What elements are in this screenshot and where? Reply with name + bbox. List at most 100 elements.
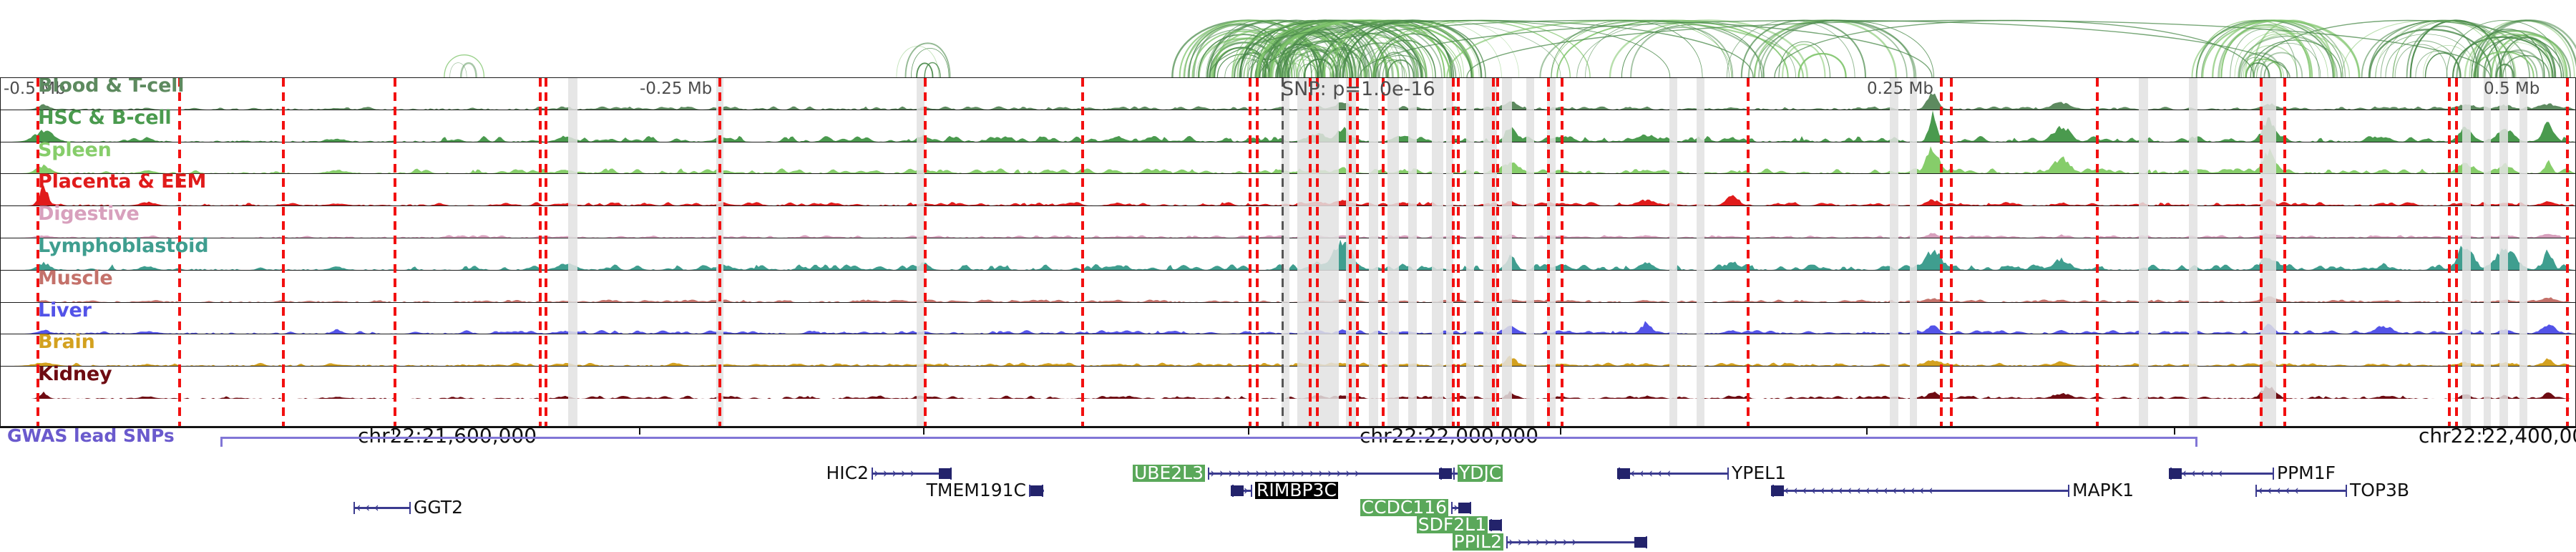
gene-tmem191c[interactable]: ››TMEM191C [0, 481, 2576, 500]
coordinate-label: chr22:21,600,000 [358, 424, 537, 447]
signal-histogram [1, 385, 2575, 399]
coordinate-axis: chr22:21,600,000 chr22:22,000,000 chr22:22… [0, 424, 2576, 451]
gene-body [2255, 490, 2346, 492]
track-row-hsc-b-cell[interactable]: HSC & B-cell [1, 106, 2575, 142]
gene-ypel1[interactable]: ‹‹‹‹‹‹ YPEL1 [0, 463, 2576, 483]
gene-exon [1231, 485, 1244, 496]
gene-rimbp3c[interactable]: ››RIMBP3C [0, 480, 2576, 500]
gene-ube2l3[interactable]: ››››››››››››››››› UBE2L3 [0, 463, 2576, 483]
axis-tick-label: 0.5 Mb [2484, 79, 2540, 98]
axis-tick-label: -0.5 Mb [4, 79, 66, 98]
gene-label: YDJC [1458, 463, 1503, 483]
track-label: Spleen [38, 138, 112, 161]
gene-mapk1[interactable]: ‹‹‹‹‹‹‹‹‹‹‹‹‹‹‹‹‹‹ MAPK1 [0, 480, 2576, 500]
track-row-placenta-eem[interactable]: Placenta & EEM [1, 170, 2575, 207]
signal-histogram [1, 321, 2575, 334]
track-label: Kidney [38, 363, 112, 386]
gene-label: CCDC116 [1360, 497, 1448, 518]
signal-tracks-panel[interactable]: Blood & T-cell HSC & B-cell Spleen Placenta… [0, 77, 2576, 427]
gene-body [1772, 490, 2068, 492]
gene-ydjc[interactable]: ››YDJC [0, 463, 2576, 483]
gene-end-cap [1506, 536, 1508, 548]
gene-exon [1030, 485, 1043, 496]
gene-ppm1f[interactable]: ‹‹‹‹‹‹ PPM1F [0, 463, 2576, 483]
gene-end-cap [409, 502, 411, 514]
gene-label: RIMBP3C [1255, 480, 1338, 500]
gene-strand-arrows: ‹‹‹ [356, 501, 383, 515]
gene-label: UBE2L3 [1133, 463, 1205, 483]
gene-label: YPEL1 [1732, 463, 1786, 483]
gene-body [872, 473, 950, 475]
track-label: Digestive [38, 203, 140, 226]
gene-strand-arrows: ›››››››› [1508, 536, 1581, 549]
track-row-brain[interactable]: Brain [1, 331, 2575, 367]
coordinate-label: chr22:22,400,000 [2419, 424, 2576, 447]
gene-exon [1489, 520, 1502, 531]
gene-exon [1439, 468, 1452, 479]
gene-strand-arrows: ››››› [874, 467, 919, 480]
gene-body [353, 507, 409, 509]
track-row-liver[interactable]: Liver [1, 299, 2575, 335]
gene-end-cap [2068, 485, 2069, 497]
axis-tick [923, 427, 924, 435]
signal-histogram [1, 233, 2575, 238]
track-label: Brain [38, 331, 95, 354]
gene-end-cap [1727, 468, 1729, 480]
axis-tick-label: 0.25 Mb [1867, 79, 1933, 98]
axis-tick [2174, 427, 2175, 435]
signal-histogram [1, 355, 2575, 367]
axis-tick [1560, 427, 1561, 435]
gene-exon [1771, 485, 1784, 496]
chromatin-loop-arcs [0, 0, 2576, 77]
signal-histogram [1, 92, 2575, 110]
signal-histogram [1, 110, 2575, 142]
gwas-span-end-right [2195, 437, 2197, 447]
axis-tick [393, 427, 394, 435]
axis-tick [2483, 427, 2484, 435]
axis-tick [639, 427, 640, 435]
track-row-digestive[interactable]: Digestive [1, 203, 2575, 238]
gene-label: HIC2 [826, 463, 869, 483]
gene-annotation-track[interactable]: ‹‹‹GGT2›››››HIC2››TMEM191C››››››››››››››… [0, 463, 2576, 551]
track-label: Liver [38, 299, 92, 321]
gene-end-cap [1208, 468, 1209, 480]
gene-exon [939, 468, 952, 479]
gene-body [1619, 473, 1727, 475]
track-row-muscle[interactable]: Muscle [1, 267, 2575, 303]
gene-label: PPM1F [2277, 463, 2336, 483]
track-row-spleen[interactable]: Spleen [1, 138, 2575, 175]
gene-body [1208, 473, 1487, 475]
signal-histogram [1, 296, 2575, 302]
gene-ggt2[interactable]: ‹‹‹ GGT2 [0, 498, 2576, 517]
gene-sdf2l1[interactable]: ››SDF2L1 [0, 515, 2576, 534]
gene-end-cap [353, 502, 355, 514]
gene-end-cap [872, 468, 873, 480]
gene-label: PPIL2 [1452, 531, 1503, 552]
gwas-lead-snps-track[interactable]: GWAS lead SNPs [0, 425, 2576, 463]
gene-top3b[interactable]: ‹‹‹‹‹ TOP3B [0, 480, 2576, 500]
gene-strand-arrows: ‹‹‹‹‹‹ [2172, 467, 2227, 480]
track-row-lymphoblastoid[interactable]: Lymphoblastoid [1, 234, 2575, 271]
track-label: HSC & B-cell [38, 106, 172, 129]
track-label: Blood & T-cell [38, 77, 185, 97]
signal-histogram [1, 239, 2575, 270]
gwas-span-line [220, 437, 2195, 439]
gene-strand-arrows: ››››››››››››››››› [1210, 467, 1364, 480]
gene-strand-arrows: ‹‹‹‹‹ [2258, 484, 2303, 498]
gene-end-cap [2346, 485, 2347, 497]
track-label: Placenta & EEM [38, 170, 207, 193]
track-label: Lymphoblastoid [38, 234, 209, 257]
gene-label: TOP3B [2350, 480, 2410, 500]
axis-tick [1866, 427, 1868, 435]
gene-hic2[interactable]: ››››› HIC2 [0, 463, 2576, 483]
gene-strand-arrows: ‹‹‹‹‹‹ [1621, 467, 1675, 480]
gene-exon [1617, 468, 1630, 479]
coordinate-label: chr22:22,000,000 [1360, 424, 1539, 447]
track-row-kidney[interactable]: Kidney [1, 363, 2575, 399]
gene-ccdc116[interactable]: ››CCDC116 [0, 497, 2576, 518]
arc-svg [444, 19, 2576, 77]
gene-exon [2169, 468, 2182, 479]
gwas-lead-snps-label: GWAS lead SNPs [7, 425, 175, 446]
gene-label: MAPK1 [2072, 480, 2135, 500]
